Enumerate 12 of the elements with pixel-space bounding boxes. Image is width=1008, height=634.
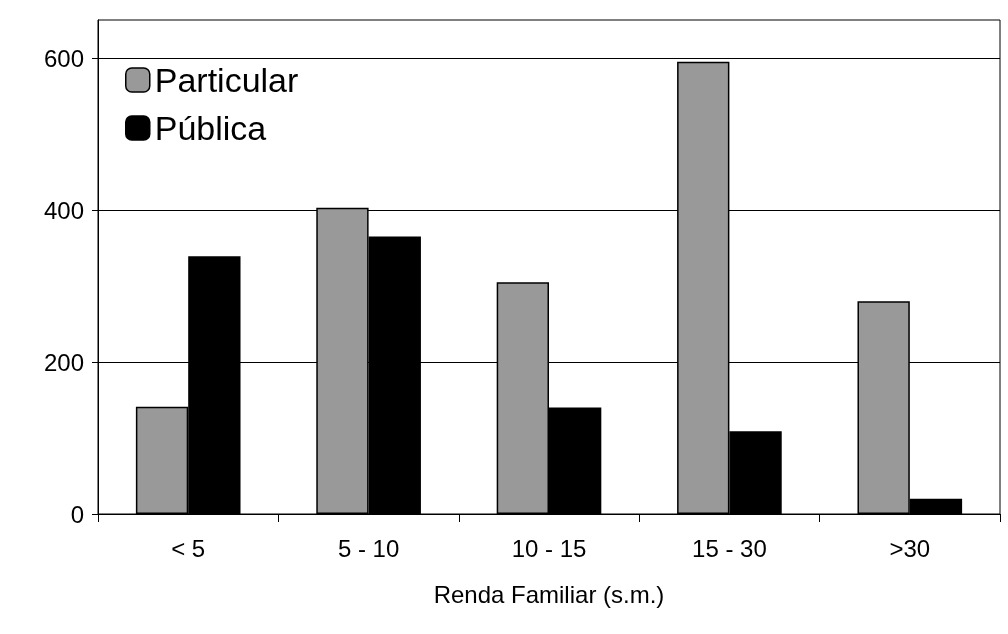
x-tick-label: < 5 xyxy=(171,534,206,562)
x-tick-label: 5 - 10 xyxy=(337,534,400,562)
y-tick-label: 0 xyxy=(70,500,84,528)
x-tick-label: >30 xyxy=(889,534,931,562)
x-tick-label: 10 - 15 xyxy=(511,534,587,562)
legend-label: Pública xyxy=(154,109,267,147)
x-tick-label: 15 - 30 xyxy=(692,534,767,562)
x-axis-title: Renda Familiar (s.m.) xyxy=(433,580,665,608)
legend-label: Particular xyxy=(154,61,299,99)
y-tick-label: 200 xyxy=(43,348,84,376)
y-tick-label: 600 xyxy=(43,44,84,72)
y-tick-label: 400 xyxy=(43,196,84,224)
